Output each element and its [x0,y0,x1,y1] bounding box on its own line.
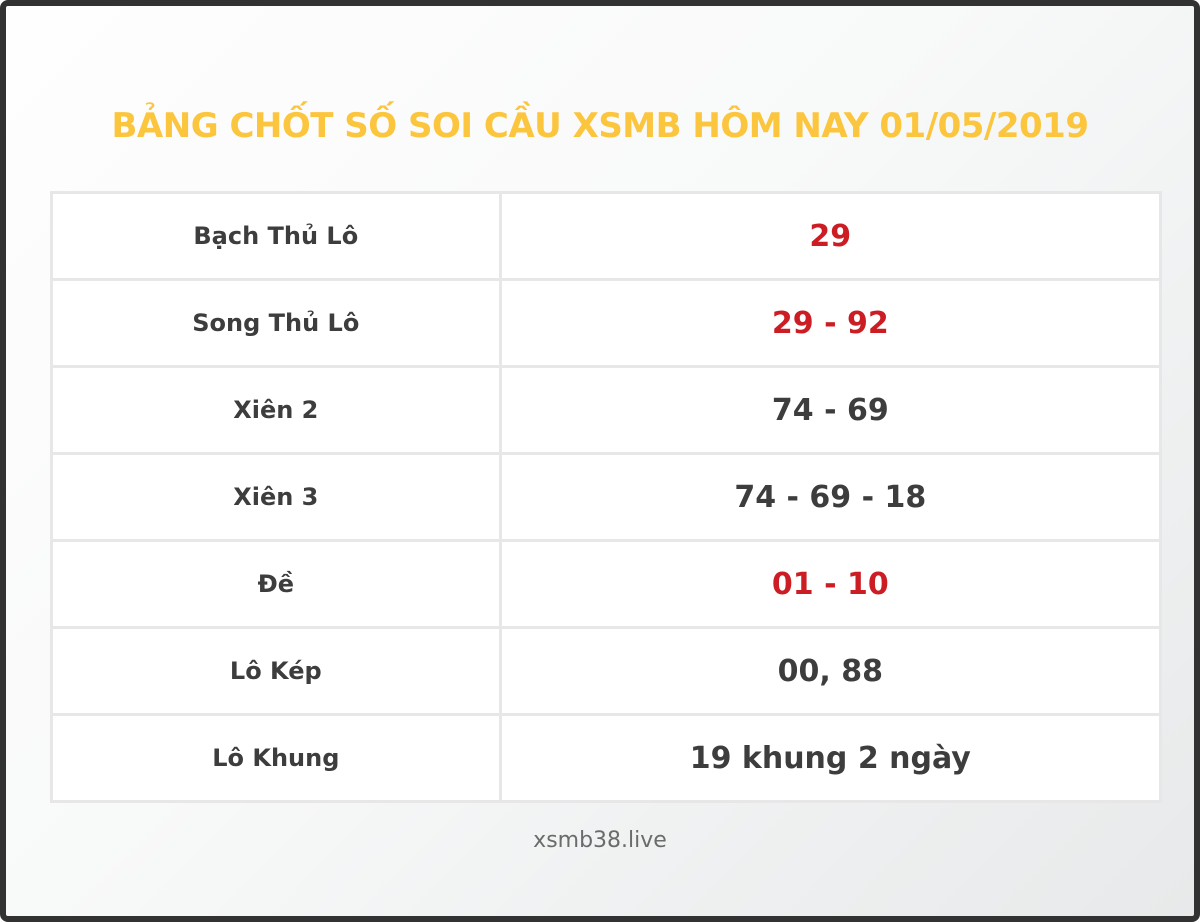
row-value: 19 khung 2 ngày [689,740,971,776]
table-row: Xiên 2 74 - 69 [50,365,1163,455]
row-label: Bạch Thủ Lô [193,222,359,250]
row-label: Xiên 3 [233,483,319,511]
table-row: Bạch Thủ Lô 29 [50,191,1163,281]
site-watermark: xsmb38.live [533,828,667,853]
table-row: Đề 01 - 10 [50,539,1163,629]
row-value: 01 - 10 [771,566,889,602]
prediction-table: Bạch Thủ Lô 29 Song Thủ Lô 29 - 92 Xiên … [50,191,1163,803]
page-title: BẢNG CHỐT SỐ SOI CẦU XSMB HÔM NAY 01/05/… [111,106,1089,146]
row-value: 74 - 69 - 18 [734,479,927,515]
row-value: 74 - 69 [771,392,889,428]
row-value: 00, 88 [777,653,883,689]
table-row: Lô Kép 00, 88 [50,626,1163,716]
row-label: Xiên 2 [233,396,319,424]
table-row: Xiên 3 74 - 69 - 18 [50,452,1163,542]
row-label: Song Thủ Lô [192,309,360,337]
table-row: Song Thủ Lô 29 - 92 [50,278,1163,368]
row-label: Đề [257,570,294,598]
row-label: Lô Kép [229,657,322,685]
table-row: Lô Khung 19 khung 2 ngày [50,713,1163,803]
row-label: Lô Khung [212,744,340,772]
row-value: 29 [809,218,852,254]
row-value: 29 - 92 [771,305,889,341]
